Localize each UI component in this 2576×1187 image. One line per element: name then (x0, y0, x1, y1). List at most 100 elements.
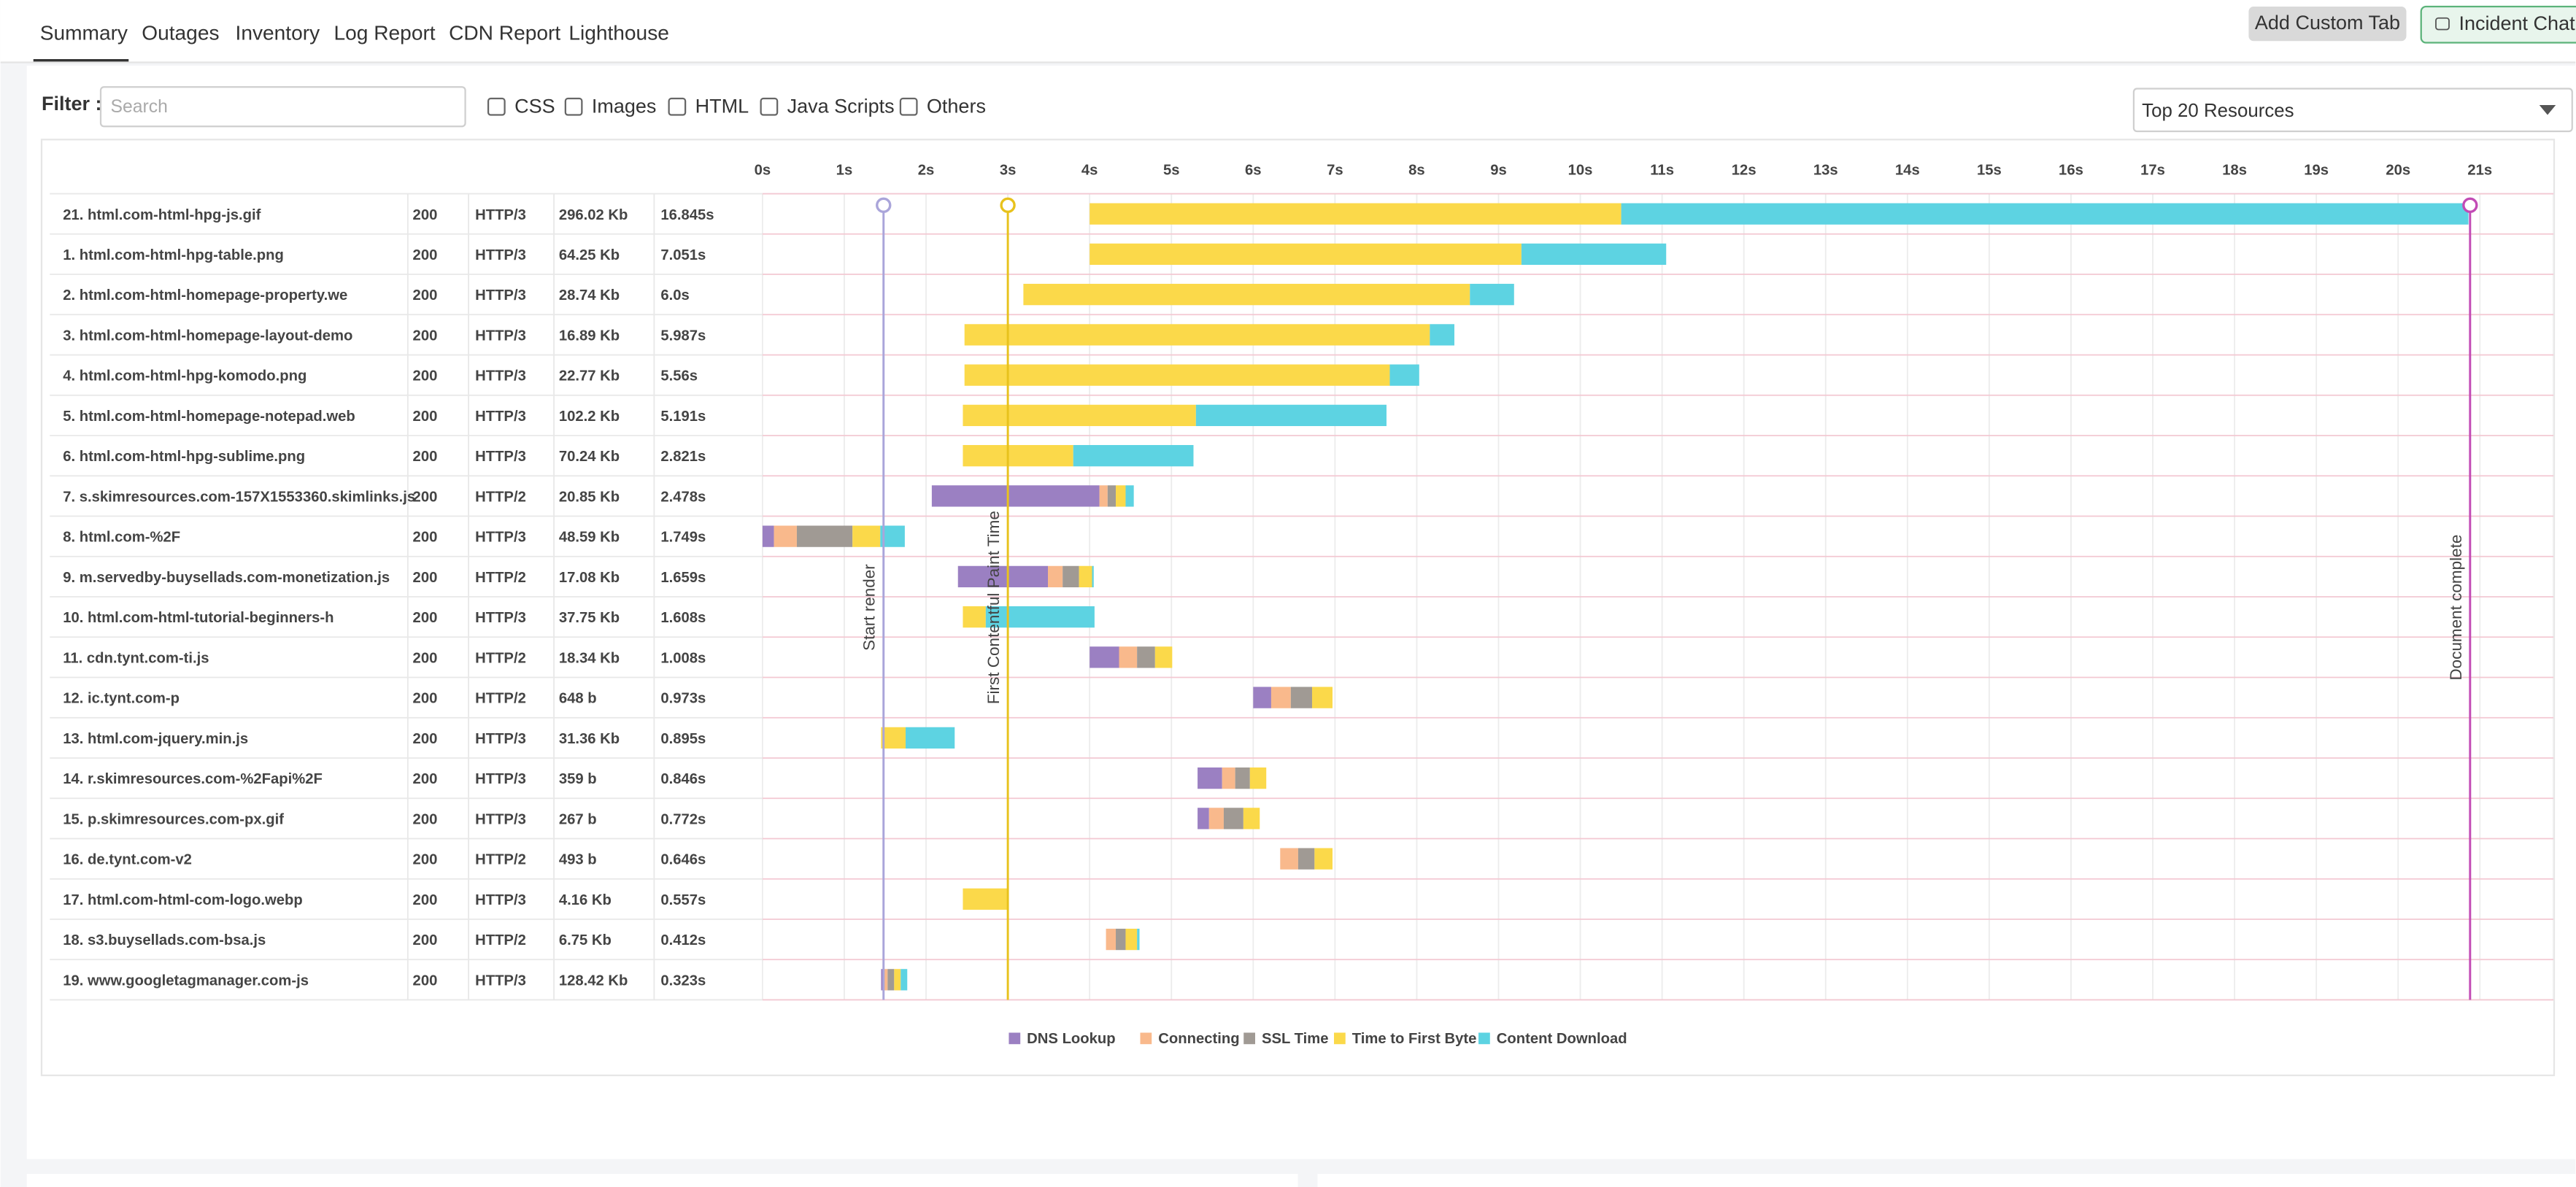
checkbox-label[interactable]: CSS (514, 96, 555, 117)
segment (1389, 364, 1419, 386)
protocol: HTTP/3 (475, 811, 526, 827)
segment (1198, 808, 1209, 830)
protocol: HTTP/2 (475, 489, 526, 505)
status: 200 (413, 489, 438, 505)
time: 7.051s (660, 247, 706, 263)
status: 200 (413, 932, 438, 948)
time: 0.646s (660, 852, 706, 868)
segment (1521, 243, 1667, 266)
segment (1314, 848, 1333, 870)
legend-label: DNS Lookup (1027, 1031, 1116, 1047)
tab[interactable]: Log Report (334, 22, 436, 45)
button[interactable] (2248, 7, 2407, 42)
resource-name: 7. s.skimresources.com-157X1553360.skiml… (63, 489, 415, 505)
resource-name: 3. html.com-html-homepage-layout-demo (63, 328, 352, 344)
time: 5.56s (660, 368, 698, 384)
x-tick-label: 0s (755, 162, 771, 178)
tab-underline (33, 59, 129, 63)
x-tick-label: 9s (1490, 162, 1507, 178)
time: 1.749s (660, 530, 706, 546)
button[interactable] (2420, 5, 2576, 44)
segment (1119, 646, 1138, 668)
segment (1048, 565, 1063, 588)
search-input[interactable] (99, 86, 466, 128)
protocol: HTTP/3 (475, 449, 526, 465)
checkbox[interactable] (668, 97, 687, 116)
checkbox-label[interactable]: Java Scripts (787, 96, 895, 117)
resource-name: 16. de.tynt.com-v2 (63, 852, 192, 868)
size: 48.59 Kb (559, 530, 620, 546)
x-tick-label: 2s (918, 162, 935, 178)
segment (1235, 767, 1250, 789)
button-label[interactable]: Incident Chat (2459, 12, 2575, 34)
size: 64.25 Kb (559, 247, 620, 263)
status: 200 (413, 852, 438, 868)
marker-label: Document complete (2447, 535, 2465, 681)
segment (985, 606, 1095, 628)
tab[interactable]: Inventory (236, 22, 320, 45)
checkbox[interactable] (487, 97, 506, 116)
legend-swatch (1009, 1032, 1021, 1045)
marker-label: First Contentful Paint Time (984, 511, 1003, 704)
x-tick-label: 7s (1327, 162, 1343, 178)
segment (1195, 404, 1387, 427)
x-tick-label: 16s (2059, 162, 2083, 178)
protocol: HTTP/2 (475, 932, 526, 948)
checkbox[interactable] (899, 97, 918, 116)
tab[interactable]: Outages (142, 22, 219, 45)
segment (1430, 324, 1454, 346)
dropdown[interactable] (2132, 88, 2573, 133)
status: 200 (413, 368, 438, 384)
status: 200 (413, 892, 438, 908)
checkbox[interactable] (564, 97, 583, 116)
x-tick-label: 20s (2386, 162, 2410, 178)
segment (1090, 203, 1621, 225)
time: 2.478s (660, 489, 706, 505)
legend-label: Time to First Byte (1352, 1031, 1477, 1047)
segment (963, 606, 986, 628)
checkbox-label[interactable]: Others (927, 96, 986, 117)
time: 1.008s (660, 650, 706, 666)
segment (1106, 928, 1117, 951)
size: 6.75 Kb (559, 932, 612, 948)
checkbox[interactable] (760, 97, 779, 116)
segment (796, 525, 853, 547)
resource-name: 9. m.servedby-buysellads.com-monetizatio… (63, 570, 390, 586)
tab[interactable]: Lighthouse (568, 22, 669, 45)
segment (964, 364, 1390, 386)
marker-label: Start render (860, 564, 879, 651)
time: 0.772s (660, 811, 706, 827)
segment (1290, 687, 1312, 708)
dropdown-label[interactable]: Top 20 Resources (2142, 101, 2294, 121)
segment (1297, 848, 1315, 870)
checkbox-label[interactable]: HTML (695, 96, 749, 117)
segment (1125, 485, 1134, 507)
legend-swatch (1334, 1032, 1346, 1045)
size: 18.34 Kb (559, 650, 620, 666)
x-tick-label: 14s (1895, 162, 1920, 178)
tab[interactable]: CDN Report (449, 22, 560, 45)
time: 0.557s (660, 892, 706, 908)
segment (1090, 646, 1119, 668)
status: 200 (413, 650, 438, 666)
x-tick-label: 11s (1650, 162, 1674, 178)
x-tick-label: 1s (836, 162, 853, 178)
tab[interactable]: Summary (40, 22, 128, 45)
segment (1073, 445, 1194, 467)
segment (1470, 284, 1514, 306)
segment (963, 404, 1196, 427)
segment (1023, 284, 1470, 306)
segment (1198, 767, 1222, 789)
legend-swatch (1243, 1032, 1255, 1045)
time: 1.659s (660, 570, 706, 586)
button-label[interactable]: Add Custom Tab (2255, 12, 2400, 34)
time: 0.412s (660, 932, 706, 948)
status: 200 (413, 247, 438, 263)
time: 2.821s (660, 449, 706, 465)
resource-name: 17. html.com-html-com-logo.webp (63, 892, 303, 908)
checkbox-label[interactable]: Images (592, 96, 657, 117)
segment (1253, 687, 1271, 708)
status: 200 (413, 811, 438, 827)
